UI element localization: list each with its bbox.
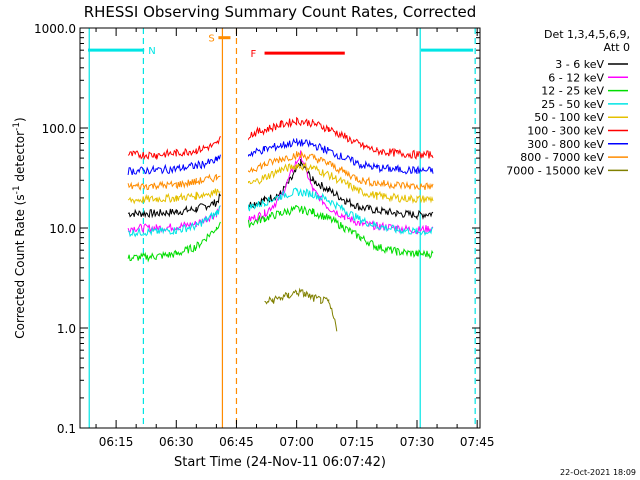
- plot-area: N S F 0.1 1.0 10.0 100.0 1000.0 06:15 06:30 06:4…: [34, 22, 494, 449]
- series-line: [127, 116, 434, 161]
- y-tick-label: 100.0: [42, 122, 76, 136]
- x-tick-label: 07:00: [279, 435, 314, 449]
- footer-date: 22-Oct-2021 18:09: [560, 468, 636, 477]
- flag-label: F: [251, 49, 257, 60]
- y-axis-label-main: Corrected Count Rate (s: [13, 194, 27, 338]
- legend-entry-label: 6 - 12 keV: [548, 71, 604, 84]
- flag-label: N: [148, 46, 155, 57]
- x-tick-label: 07:30: [400, 435, 435, 449]
- chart-title: RHESSI Observing Summary Count Rates, Co…: [84, 3, 477, 21]
- y-tick-label: 0.1: [57, 422, 76, 436]
- x-axis-ticks: 06:15 06:30 06:45 07:00 07:15 07:30 07:45: [95, 28, 495, 449]
- flag-label: S: [208, 34, 214, 45]
- y-axis-label-sup: -1: [12, 185, 22, 194]
- series-line: [127, 150, 434, 191]
- y-axis-label: Corrected Count Rate (s-1 detector-1): [12, 117, 27, 338]
- legend-entry-label: 100 - 300 keV: [527, 125, 604, 138]
- legend-entry-label: 12 - 25 keV: [541, 85, 604, 98]
- legend-entry-label: 25 - 50 keV: [541, 98, 604, 111]
- series-lines: [127, 116, 434, 332]
- legend-entry-label: 7000 - 15000 keV: [506, 164, 604, 177]
- legend-entry-label: 800 - 7000 keV: [520, 151, 604, 164]
- series-line: [127, 161, 434, 205]
- series-line: [127, 187, 434, 238]
- y-tick-label: 1000.0: [34, 22, 76, 36]
- series-line: [127, 204, 434, 263]
- y-tick-label: 10.0: [49, 222, 76, 236]
- legend-header-line: Det 1,3,4,5,6,9,: [544, 28, 630, 41]
- series-line: [127, 150, 434, 235]
- y-tick-label: 1.0: [57, 322, 76, 336]
- series-line: [127, 137, 434, 176]
- legend-header-line: Att 0: [604, 41, 630, 54]
- x-axis-label: Start Time (24-Nov-11 06:07:42): [174, 455, 386, 470]
- series-line: [264, 287, 338, 332]
- x-tick-label: 06:30: [159, 435, 194, 449]
- y-axis-label-sup2: -1: [12, 122, 22, 131]
- y-axis-label-mid: detector: [13, 131, 27, 186]
- legend-entry-label: 300 - 800 keV: [527, 138, 604, 151]
- x-tick-label: 06:45: [219, 435, 254, 449]
- y-axis-label-end: ): [13, 117, 27, 122]
- x-tick-label: 07:45: [460, 435, 495, 449]
- series-line: [127, 158, 434, 221]
- legend-entry-label: 3 - 6 keV: [555, 58, 604, 71]
- legend-entry-label: 50 - 100 keV: [534, 111, 604, 124]
- status-flags: N S F: [88, 34, 474, 60]
- x-tick-label: 06:15: [99, 435, 134, 449]
- x-tick-label: 07:15: [340, 435, 375, 449]
- y-axis-ticks: 0.1 1.0 10.0 100.0 1000.0: [34, 22, 480, 436]
